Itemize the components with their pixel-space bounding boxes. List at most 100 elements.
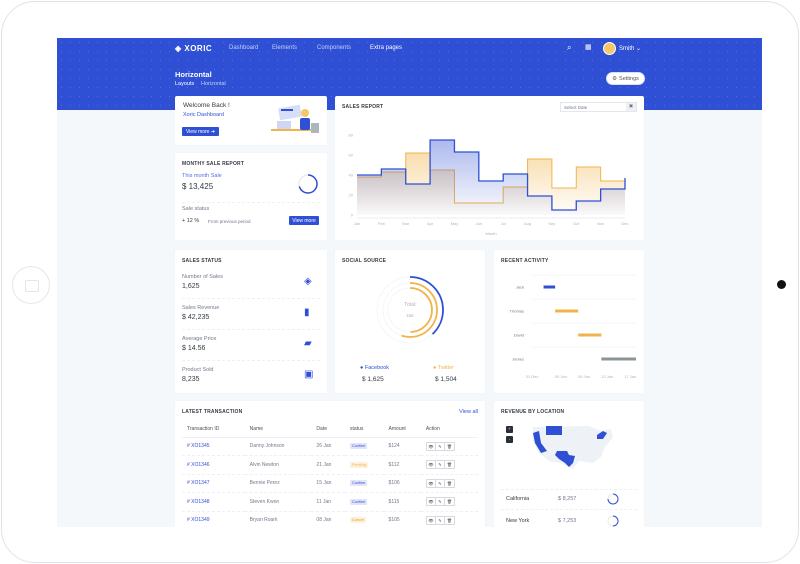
transaction-date: 08 Jan — [311, 511, 346, 527]
state-name: California — [506, 496, 530, 502]
map-zoom-out-button[interactable]: - — [506, 436, 513, 443]
x-tick-label: Jun — [476, 221, 482, 226]
action-cell: 👁 ✎ 🗑 — [420, 474, 478, 493]
amount: $124 — [383, 437, 421, 456]
trash-icon[interactable]: 🗑 — [446, 517, 452, 523]
trash-icon[interactable]: 🗑 — [446, 462, 452, 468]
recent-activity-card: RECENT ACTIVITY Jack Thomas David James 31 D… — [494, 250, 644, 393]
transaction-id[interactable]: # XO1346 — [182, 455, 245, 475]
action-cell: 👁 ✎ 🗑 — [420, 455, 478, 475]
status-badge: Confirm — [350, 443, 368, 450]
calendar-icon[interactable]: ▣ — [626, 103, 636, 111]
activity-bar — [578, 333, 602, 337]
status-cell: Pending — [345, 455, 384, 475]
month-sale-label: This month Sale — [182, 173, 222, 179]
sales-status-title: SALES STATUS — [182, 258, 222, 264]
sales-report-chart: 0 20 40 60 80 Jan Feb Mar Apr May Jun Jul Aug Sep Oct N… — [349, 133, 629, 237]
recent-activity-title: RECENT ACTIVITY — [501, 258, 549, 264]
amount: $106 — [383, 474, 421, 493]
date-select-input[interactable]: Select Date ▣ — [560, 102, 637, 112]
eye-icon[interactable]: 👁 — [427, 461, 436, 469]
series-line — [357, 139, 626, 211]
state-progress-ring — [607, 515, 619, 527]
edit-icon[interactable]: ✎ — [436, 498, 445, 506]
trash-icon[interactable]: 🗑 — [446, 499, 452, 505]
table-row: # XO1349 Bryan Roark 08 Jan Cancel $105 … — [182, 511, 478, 527]
customer-name: Bennie Perez — [244, 474, 312, 493]
sale-status-label: Sale status — [182, 206, 210, 212]
home-button[interactable] — [12, 266, 50, 304]
table-row: # XO1345 Danny Johnson 26 Jan Confirm $1… — [182, 437, 478, 456]
nav-elements[interactable]: Elements — [272, 45, 298, 51]
monthly-progress-ring — [298, 174, 318, 194]
table-row: # XO1346 Alvin Newton 21 Jan Pending $11… — [182, 455, 478, 475]
divider — [182, 298, 320, 299]
status-cell: Cancel — [345, 511, 384, 527]
transaction-id[interactable]: # XO1347 — [182, 474, 245, 493]
view-more-button[interactable]: View more ➔ — [182, 127, 219, 136]
nav-extra-pages[interactable]: Extra pages — [370, 45, 403, 51]
eye-icon[interactable]: 👁 — [427, 498, 436, 506]
twitter-value: $ 1,504 — [435, 376, 457, 383]
monthly-view-more-button[interactable]: View more — [289, 216, 319, 225]
x-tick-label: Jan — [354, 221, 360, 226]
edit-icon[interactable]: ✎ — [436, 479, 445, 487]
ticket-icon: ▰ — [304, 338, 312, 349]
edit-icon[interactable]: ✎ — [436, 461, 445, 469]
view-more-label: View more — [185, 128, 210, 135]
status-badge: Pending — [350, 461, 368, 468]
montana-region — [546, 426, 562, 435]
nav-dashboard[interactable]: Dashboard — [229, 45, 259, 51]
texas-region — [555, 451, 575, 467]
location-title: REVENUE BY LOCATION — [501, 409, 565, 415]
grid-icon[interactable]: ▦ — [585, 44, 592, 51]
status-label: Average Price — [182, 336, 217, 342]
edit-icon[interactable]: ✎ — [436, 442, 445, 450]
divider — [182, 202, 320, 203]
action-cell: 👁 ✎ 🗑 — [420, 437, 478, 456]
edit-icon[interactable]: ✎ — [436, 516, 445, 524]
action-cell: 👁 ✎ 🗑 — [420, 511, 478, 527]
status-badge: Confirm — [350, 480, 368, 487]
transaction-date: 15 Jan — [311, 474, 346, 493]
monthly-sale-card: MONTHY SALE REPORT This month Sale $ 13,… — [175, 153, 327, 240]
eye-icon[interactable]: 👁 — [427, 516, 436, 524]
map-zoom-in-button[interactable]: + — [506, 426, 513, 433]
eye-icon[interactable]: 👁 — [427, 479, 436, 487]
ring-twitter — [387, 287, 433, 333]
customer-name: Danny Johnson — [244, 437, 312, 456]
brand-name: XORIC — [184, 44, 213, 53]
row-label: James — [512, 357, 524, 362]
x-tick-label: May — [451, 221, 459, 226]
status-label: Sales Revenue — [182, 305, 220, 311]
eye-icon[interactable]: 👁 — [427, 442, 436, 450]
welcome-illustration — [271, 104, 319, 133]
amount: $105 — [383, 511, 421, 527]
table-row: # XO1347 Bennie Perez 15 Jan Confirm $10… — [182, 474, 478, 493]
welcome-subtitle: Xoric Dashboard — [183, 112, 224, 118]
status-cell: Confirm — [345, 474, 384, 493]
logo[interactable]: ◈ XORIC — [175, 44, 213, 53]
status-value: 8,235 — [182, 376, 200, 383]
social-source-card: SOCIAL SOURCE Total 166 ● Facebook ● Twi… — [335, 250, 485, 393]
y-tick-label: 80 — [349, 133, 354, 138]
user-menu[interactable]: Smith ⌄ — [619, 46, 642, 52]
nav-components[interactable]: Components — [317, 45, 352, 51]
x-tick-label: Oct — [573, 221, 580, 226]
trash-icon[interactable]: 🗑 — [446, 480, 452, 486]
trash-icon[interactable]: 🗑 — [446, 443, 452, 449]
transaction-date: 11 Jan — [311, 492, 346, 512]
state-progress-ring — [607, 493, 619, 505]
state-name: New York — [506, 518, 530, 524]
status-cell: Confirm — [345, 437, 384, 456]
settings-button[interactable]: ⚙ Settings — [606, 72, 645, 85]
status-value: $ 14.56 — [182, 345, 206, 352]
transaction-id[interactable]: # XO1348 — [182, 492, 245, 512]
x-tick-label: Dec — [621, 221, 628, 226]
breadcrumb-layouts[interactable]: Layouts — [175, 81, 195, 87]
search-icon[interactable]: ⌕ — [567, 43, 572, 52]
view-all-link[interactable]: View all — [459, 409, 478, 415]
transaction-id[interactable]: # XO1345 — [182, 437, 245, 456]
transaction-id[interactable]: # XO1349 — [182, 511, 245, 527]
avatar[interactable] — [603, 42, 616, 55]
